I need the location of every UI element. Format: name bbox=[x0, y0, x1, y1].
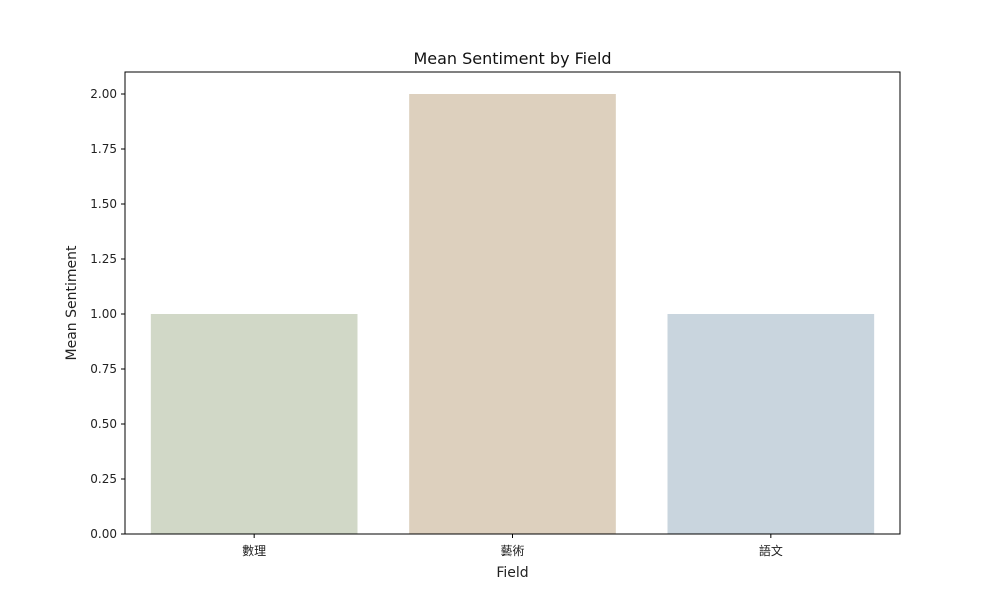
plot-frame bbox=[124, 71, 901, 535]
x-tick-label: 藝術 bbox=[500, 544, 524, 558]
x-tick-label: 語文 bbox=[759, 543, 783, 558]
y-tick-label: 0.50 bbox=[90, 417, 117, 431]
y-axis: 0.00 0.25 0.50 0.75 1.00 1.25 1.50 1.75 2.00 bbox=[90, 87, 125, 541]
chart-title: Mean Sentiment by Field bbox=[413, 49, 611, 68]
y-tick-label: 1.25 bbox=[90, 252, 117, 266]
bar-1 bbox=[150, 314, 358, 534]
y-tick-label: 1.50 bbox=[90, 197, 117, 211]
x-axis-label: Field bbox=[496, 565, 528, 581]
bar-3 bbox=[667, 314, 875, 534]
y-tick-label: 1.75 bbox=[90, 142, 117, 156]
y-tick-label: 0.25 bbox=[90, 472, 117, 486]
x-tick-label: 數理 bbox=[242, 544, 266, 558]
bars-layer bbox=[150, 94, 875, 534]
y-tick-label: 1.00 bbox=[90, 307, 117, 321]
y-tick-label: 0.75 bbox=[90, 362, 117, 376]
x-axis: 數理 藝術 語文 bbox=[242, 534, 783, 558]
y-tick-label: 0.00 bbox=[90, 527, 117, 541]
y-tick-label: 2.00 bbox=[90, 87, 117, 101]
bar-2 bbox=[409, 94, 616, 534]
y-axis-label: Mean Sentiment bbox=[64, 245, 80, 360]
